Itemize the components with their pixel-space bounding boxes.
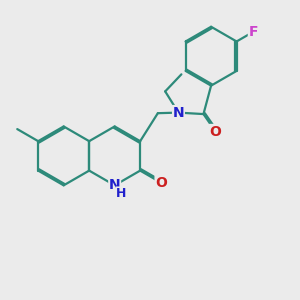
Text: N: N xyxy=(172,106,184,120)
Text: F: F xyxy=(248,25,258,39)
Text: N: N xyxy=(109,178,121,192)
Text: H: H xyxy=(116,187,126,200)
Text: O: O xyxy=(210,124,221,139)
Text: O: O xyxy=(155,176,167,190)
